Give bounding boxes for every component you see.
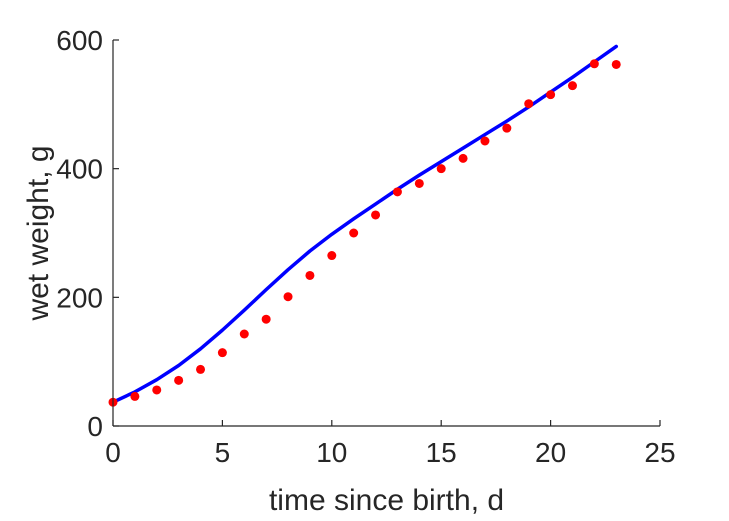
y-ticks: 0 200 400 600 xyxy=(56,25,119,442)
data-point xyxy=(589,59,599,69)
data-point xyxy=(239,329,249,339)
data-point xyxy=(283,292,293,302)
data-point xyxy=(371,210,381,220)
data-point xyxy=(414,178,424,188)
axes: 0 5 10 15 20 25 0 200 400 600 xyxy=(56,25,675,468)
x-tick-label: 0 xyxy=(105,437,121,468)
data-point xyxy=(327,251,337,261)
x-tick-label: 10 xyxy=(316,437,347,468)
x-axis-label: time since birth, d xyxy=(269,484,504,517)
data-point xyxy=(217,348,227,358)
data-point xyxy=(349,228,359,238)
data-point xyxy=(567,81,577,91)
data-point xyxy=(305,270,315,280)
x-tick-label: 25 xyxy=(644,437,675,468)
data-point xyxy=(480,136,490,146)
x-ticks: 0 5 10 15 20 25 xyxy=(105,420,676,468)
x-tick-label: 5 xyxy=(215,437,231,468)
data-point xyxy=(196,364,206,374)
plot-area xyxy=(108,44,621,407)
fit-line xyxy=(111,44,618,404)
data-point xyxy=(261,314,271,324)
y-tick-label: 200 xyxy=(56,282,103,313)
y-tick-label: 600 xyxy=(56,25,103,56)
y-tick-label: 0 xyxy=(87,411,103,442)
data-point xyxy=(611,59,621,69)
data-point xyxy=(152,385,162,395)
data-point xyxy=(524,99,534,109)
data-point xyxy=(174,375,184,385)
data-point xyxy=(502,123,512,133)
x-tick-label: 20 xyxy=(535,437,566,468)
data-point xyxy=(436,164,446,174)
data-point xyxy=(130,391,140,401)
data-point xyxy=(546,90,556,100)
x-tick-label: 15 xyxy=(426,437,457,468)
data-point xyxy=(458,153,468,163)
y-tick-label: 400 xyxy=(56,154,103,185)
y-axis-label: wet weight, g xyxy=(22,145,55,321)
data-point xyxy=(392,187,402,197)
